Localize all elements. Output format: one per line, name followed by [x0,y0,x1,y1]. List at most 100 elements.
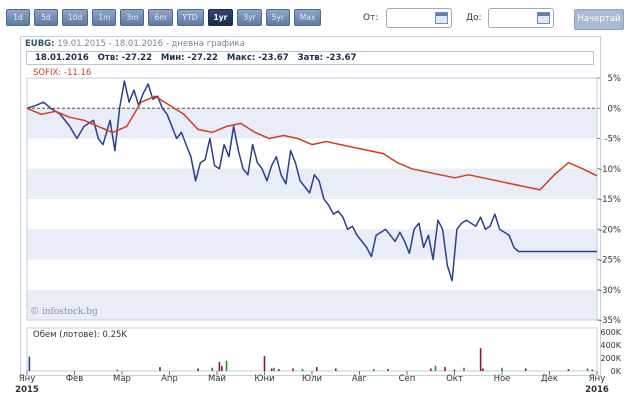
sofix-label: SOFIX: -11.16 [33,68,91,78]
volume-bar [453,369,456,371]
x-tick-label: Яну [589,374,606,384]
volume-bar [225,360,228,371]
volume-bar [263,356,266,371]
x-tick-label: Авг [352,374,368,384]
draw-button[interactable]: Начертай [574,9,624,30]
series-line-sofix [26,95,598,191]
chart-symbol: EUBG: [25,39,55,49]
volume-bar [482,368,484,371]
from-date-input[interactable] [386,8,452,28]
min-value: -27.22 [187,53,218,63]
range-button-6m[interactable]: 6m [148,9,173,26]
to-date-input[interactable] [488,8,554,28]
volume-bar [301,369,304,371]
volume-bar [292,368,294,371]
volume-bar [387,369,389,371]
y-tick-label: -35% [599,316,621,326]
grid-band [27,108,597,139]
to-label: До: [466,13,482,23]
volume-tick-label: 600K [600,328,621,337]
x-tick-label: Юни [254,374,274,384]
x-tick-year: 2016 [585,385,609,395]
volume-bar [524,368,527,371]
chart-title: EUBG: 19.01.2015 - 18.01.2016 - дневна г… [25,39,245,49]
x-tick-label: Юли [302,374,322,384]
volume-bar [372,369,375,371]
y-tick-label: -10% [599,165,621,175]
range-button-max[interactable]: Max [293,9,322,26]
y-tick-label: -25% [599,256,621,266]
volume-bar [567,369,570,371]
x-tick-label: Ное [494,374,511,384]
volume-bar [116,369,119,371]
x-tick-label: Мар [113,374,131,384]
x-tick-label: Апр [161,374,178,384]
x-tick-label: Яну [19,374,36,384]
volume-label: Обем (лотове): 0.25K [33,330,127,340]
range-button-10d[interactable]: 10d [62,9,89,26]
volume-bar [197,368,199,371]
max-label: Макс: [226,53,256,63]
volume-bar [277,369,280,371]
volume-bar [479,348,482,371]
volume-bar [444,367,446,371]
range-button-1yr[interactable]: 1yr [207,9,234,26]
range-button-3yr[interactable]: 3yr [237,9,262,26]
volume-bar [586,368,589,371]
calendar-icon[interactable] [435,12,448,24]
series-line-eubg [26,80,597,282]
range-button-5yr[interactable]: 5yr [265,9,290,26]
max-value: -23.67 [258,53,289,63]
x-tick-year: 2015 [15,385,39,395]
volume-bar [501,367,503,371]
close-value: -23.67 [326,53,357,63]
y-tick-label: -30% [599,286,621,296]
volume-bar [159,367,161,371]
close-label: Затв: [297,53,324,63]
volume-bar [334,368,337,371]
volume-bar [211,367,214,371]
x-tick-label: Фев [66,374,84,384]
volume-bar [429,368,432,371]
volume-tick-label: 200K [600,354,621,363]
volume-bar [591,369,594,371]
watermark: © infostock.bg [30,307,98,317]
volume-bar [220,365,223,371]
y-tick-label: 5% [608,74,622,84]
x-tick-label: Сеп [399,374,416,384]
grid-band [27,289,597,320]
x-tick-label: Окт [446,374,463,384]
volume-tick-label: 0K [611,367,622,376]
range-button-ytd[interactable]: YTD [176,9,204,26]
volume-bar [273,367,275,371]
chart-frame [20,36,601,376]
min-label: Мин: [160,53,185,63]
from-label: От: [363,13,379,23]
range-toolbar: 1d 5d 10d 1m 3m 6m YTD 1yr 3yr 5yr Max [6,9,322,27]
x-tick-label: Май [208,374,226,384]
calendar-icon[interactable] [537,12,550,24]
volume-bar [463,367,465,371]
volume-bar [315,367,318,371]
y-tick-label: -15% [599,195,621,205]
x-tick-label: Дек [541,374,558,384]
range-button-1m[interactable]: 1m [92,9,117,26]
y-tick-label: -5% [604,135,621,145]
y-tick-label: -20% [599,225,621,235]
open-value: -27.22 [121,53,152,63]
y-tick-label: 0% [608,104,622,114]
volume-bar [28,356,31,371]
range-button-1d[interactable]: 1d [6,9,30,26]
range-button-3m[interactable]: 3m [120,9,145,26]
volume-tick-label: 400K [600,341,621,350]
open-label: Отв: [97,53,119,63]
grid-band [27,229,597,260]
volume-bar [270,368,273,371]
volume-bar [218,361,221,371]
ohlc-info-bar: 18.01.2016 Отв: -27.22 Мин: -27.22 Макс:… [26,51,594,65]
volume-bar [434,365,437,371]
info-date: 18.01.2016 [35,53,89,63]
chart-subtitle: 19.01.2015 - 18.01.2016 - дневна графика [54,39,245,49]
range-button-5d[interactable]: 5d [34,9,58,26]
